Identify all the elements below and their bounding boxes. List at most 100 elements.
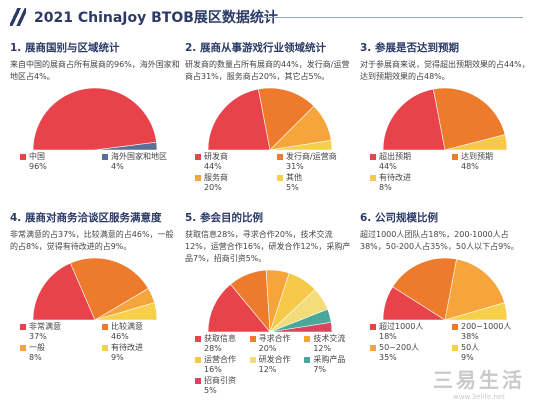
legend-label-row: 一般 [20,343,98,353]
legend-swatch [304,357,311,363]
legend-value: 31% [286,162,304,171]
legend-value: 28% [204,344,222,353]
legend-swatch [249,336,256,342]
legend: 获取信息 28% 寻求合作 20% 技术交流 12% 运营合作 16% 研发合作 12% 采购产品 7… [185,334,355,396]
legend-value: 16% [204,365,222,374]
legend-swatch [452,345,458,351]
legend-swatch [304,336,311,342]
legend-label-row: 获取信息 [195,334,246,344]
slice [32,262,96,321]
legend-label: 寻求合作 [258,334,291,343]
chart-description: 获取信息28%，寻求合作20%，技术交流12%，运营合作16%，研发合作12%，… [185,230,351,263]
legend-label-row: 服务商 [195,173,273,183]
legend-entry: 招商引资 5% [195,376,246,396]
legend-swatch [370,175,376,181]
legend-entry: 50人 9% [452,343,530,363]
legend-label-row: 其他 [277,173,355,183]
legend-value: 4% [111,162,124,171]
legend-label: 50~200人 [379,343,420,352]
legend-entry: 采购产品 7% [304,355,355,375]
legend-entry: 达到预期 48% [452,152,530,172]
legend-label: 非常满意 [29,322,61,331]
legend-value: 44% [379,162,397,171]
legend-entry: 研发商 44% [195,152,273,172]
watermark-url: www.3elife.net [453,393,505,401]
legend-label: 一般 [29,343,45,352]
legend-label: 研发商 [204,152,228,161]
legend-label: 超过1000人 [379,322,424,331]
chart [207,87,333,151]
legend-label: 中国 [29,152,45,161]
slice [207,88,271,151]
legend-value: 20% [204,183,222,192]
slice [392,257,457,321]
slice [444,258,505,321]
legend-label: 200~1000人 [461,322,512,331]
legend-label: 技术交流 [313,334,346,343]
slice [69,257,149,321]
legend-entry: 有待改进 8% [370,173,448,193]
legend-entry: 寻求合作 20% [249,334,301,354]
legend-entry: 其他 5% [277,173,355,193]
legend-label: 招商引资 [204,376,236,385]
legend-entry: 中国 96% [20,152,98,172]
legend-swatch [195,175,201,181]
legend-swatch [195,357,201,363]
legend-label-row: 50人 [452,343,530,353]
legend-label: 服务商 [204,173,228,182]
legend-label-row: 超出预期 [370,152,448,162]
slice [382,88,446,151]
legend-swatch [102,154,108,160]
slice [32,87,157,151]
legend-entry: 获取信息 28% [195,334,246,354]
legend-value: 37% [29,332,47,341]
header-rule [260,17,523,18]
legend-swatch [370,345,376,351]
legend-value: 20% [258,344,277,353]
slice [207,283,271,333]
chart [32,87,158,151]
legend-value: 18% [379,332,397,341]
legend-label-row: 研发商 [195,152,273,162]
legend: 超过1000人 18% 200~1000人 38% 50~200人 35% 50人 9% [360,322,530,363]
legend-entry: 50~200人 35% [370,343,448,363]
legend-entry: 超过1000人 18% [370,322,448,342]
chart-panel: 1. 展商国别与区域统计 来自中国的展商占所有展商的96%，海外国家和地区占4%。… [10,40,180,172]
legend-label: 50人 [461,343,480,352]
chart [207,269,333,333]
legend-entry: 技术交流 12% [304,334,355,354]
legend: 非常满意 37% 比较满意 46% 一般 8% 有待改进 9% [10,322,180,363]
slice [433,87,506,151]
legend: 超出预期 44% 达到预期 48% 有待改进 8% [360,152,530,193]
legend-label: 有待改进 [379,173,411,182]
legend-entry: 超出预期 44% [370,152,448,172]
legend-label: 运营合作 [204,355,236,364]
legend-value: 96% [29,162,47,171]
legend-label: 有待改进 [111,343,143,352]
header: 2021 ChinaJoy BTOB展区数据统计 [10,6,278,28]
legend-entry: 海外国家和地区 4% [102,152,180,172]
legend-swatch [370,324,376,330]
legend-value: 5% [286,183,299,192]
chart-description: 来自中国的展商占所有展商的96%，海外国家和地区占4%。 [10,60,180,81]
chart-title: 2. 展商从事游戏行业领域统计 [185,42,326,54]
legend-swatch [370,154,376,160]
legend-swatch [277,175,283,181]
slice [258,87,315,151]
chart [382,87,508,151]
legend-entry: 200~1000人 38% [452,322,530,342]
legend-label: 采购产品 [313,355,346,364]
legend-swatch [195,154,201,160]
legend-swatch [249,357,256,363]
legend-label-row: 寻求合作 [249,334,301,344]
chart-title: 5. 参会目的比例 [185,212,263,224]
legend-swatch [102,345,108,351]
chart [32,257,158,321]
chart-panel: 4. 展商对商务洽谈区服务满意度 非常满意的占37%，比较满意的占46%，一般的占… [10,210,180,363]
slice [94,302,158,321]
legend-label: 发行商/运营商 [286,152,337,161]
legend-entry: 一般 8% [20,343,98,363]
legend-label-row: 有待改进 [370,173,448,183]
watermark-title: 三易生活 [433,368,525,392]
